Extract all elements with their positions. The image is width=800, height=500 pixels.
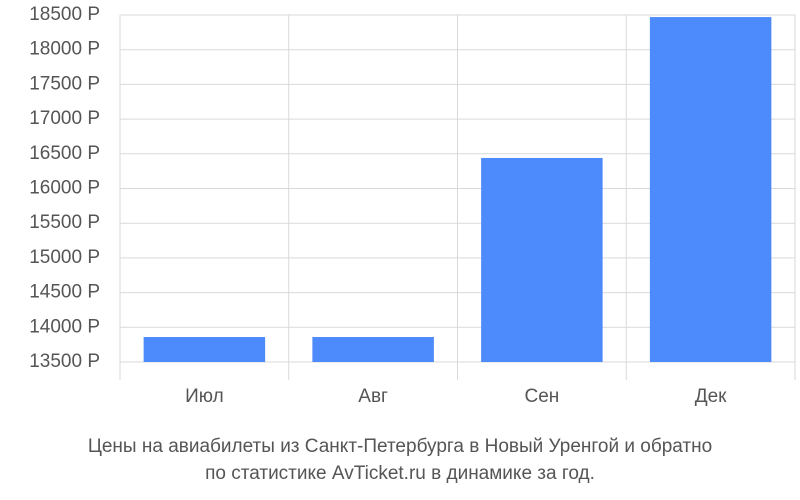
y-tick-label: 16000 Р: [29, 178, 100, 199]
bar: [312, 337, 434, 362]
y-tick-label: 16500 Р: [29, 143, 100, 164]
y-tick-label: 14500 Р: [29, 282, 100, 303]
y-tick-label: 14000 Р: [29, 316, 100, 337]
bar: [649, 17, 772, 362]
x-tick-label: Сен: [524, 386, 559, 407]
caption-line: по статистике AvTicket.ru в динамике за …: [205, 463, 595, 484]
bar: [481, 157, 603, 362]
caption-line: Цены на авиабилеты из Санкт-Петербурга в…: [88, 436, 712, 457]
x-tick-label: Июл: [185, 386, 224, 407]
y-tick-label: 18500 Р: [29, 4, 100, 25]
y-tick-label: 15500 Р: [29, 212, 100, 233]
y-tick-label: 13500 Р: [29, 351, 100, 372]
x-tick-label: Дек: [695, 386, 727, 407]
y-tick-label: 18000 Р: [29, 39, 100, 60]
y-tick-label: 15000 Р: [29, 247, 100, 268]
bar: [143, 337, 266, 362]
x-tick-label: Авг: [358, 386, 388, 407]
y-tick-label: 17500 Р: [29, 73, 100, 94]
y-tick-label: 17000 Р: [29, 108, 100, 129]
